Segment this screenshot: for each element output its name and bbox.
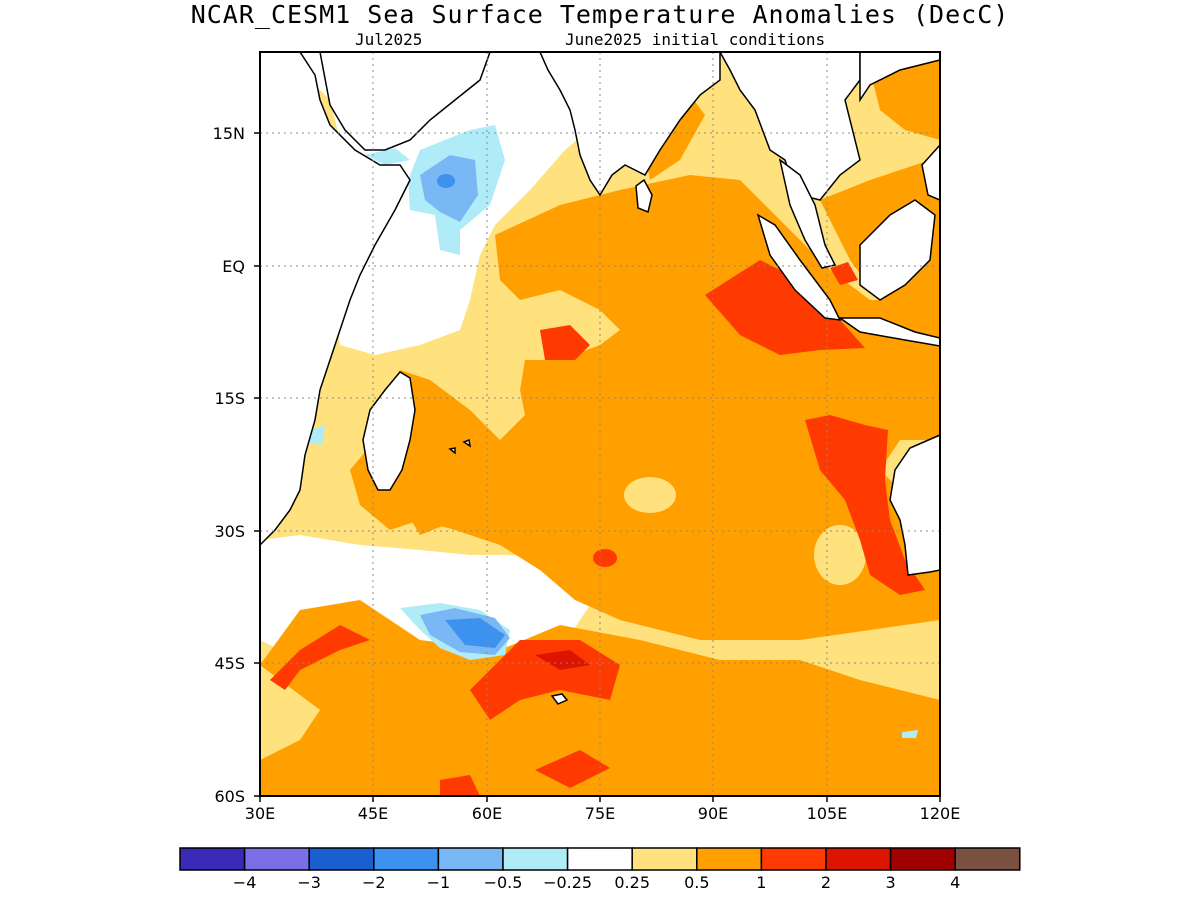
initial-conditions: June2025 initial conditions [565, 30, 826, 49]
colorbar-label: 3 [886, 873, 896, 892]
colorbar-label: 2 [821, 873, 831, 892]
land-sumatra [756, 213, 842, 321]
lon-label: 60E [472, 804, 502, 823]
anomaly-red-orange-scs [830, 262, 858, 285]
lat-label: 30S [214, 522, 245, 541]
colorbar-label: 0.25 [614, 873, 650, 892]
anomaly-red-orange-west-australia [805, 415, 925, 595]
colorbar-swatch [308, 847, 375, 871]
land-india [539, 52, 721, 197]
anomaly-red-orange-patch [593, 549, 617, 567]
colorbar-swatch [760, 847, 827, 871]
colorbar-swatch [889, 847, 956, 871]
anomaly-blue-arabian-core [437, 174, 455, 188]
longitude-labels: 30E 45E 60E 75E 90E 105E 120E [245, 804, 961, 823]
map-title: NCAR_CESM1 Sea Surface Temperature Anoma… [190, 0, 1010, 29]
anomaly-red-orange-central [540, 325, 590, 360]
anomaly-red-orange-southwest [270, 625, 370, 690]
anomaly-light-blue-patch [365, 148, 410, 165]
colorbar-swatch [696, 847, 763, 871]
colorbar-swatch [825, 847, 892, 871]
land-malay-peninsula [778, 158, 837, 269]
land-sri-lanka [635, 178, 653, 214]
land-arabia [319, 52, 491, 151]
colorbar-label: −3 [297, 873, 321, 892]
lon-label: 75E [585, 804, 615, 823]
colorbar-swatch [373, 847, 440, 871]
colorbar-swatch [631, 847, 698, 871]
land-africa [260, 52, 411, 547]
gridlines [260, 52, 940, 796]
land-australia [889, 434, 940, 576]
land-philippines [921, 143, 940, 201]
colorbar-swatch [243, 847, 310, 871]
land-reunion [448, 447, 456, 455]
colorbar-swatch [954, 847, 1021, 871]
lon-label: 45E [358, 804, 388, 823]
anomaly-light-blue-patch [902, 730, 918, 738]
latitude-labels: 15N EQ 15S 30S 45S 60S [213, 124, 245, 806]
anomaly-red-orange-patch [440, 775, 480, 796]
land-borneo [859, 199, 936, 301]
land-taiwan-coast [859, 52, 940, 103]
colorbar-label: −0.25 [543, 873, 592, 892]
colorbar-label: 1 [756, 873, 766, 892]
lat-label: 15N [213, 124, 245, 143]
lon-label: 90E [698, 804, 728, 823]
lon-label: 105E [807, 804, 848, 823]
lon-label: 30E [245, 804, 275, 823]
lat-label: 60S [214, 787, 245, 806]
colorbar-label: 4 [950, 873, 960, 892]
anomaly-red-core [535, 650, 590, 670]
colorbar-label: −2 [362, 873, 386, 892]
anomaly-mid-blue-arabian [420, 155, 478, 222]
anomaly-blue-south-core [445, 618, 505, 648]
colorbar-label: −1 [427, 873, 451, 892]
land-mauritius [462, 438, 472, 448]
colorbar-swatch [566, 847, 633, 871]
lat-label: 15S [214, 389, 245, 408]
colorbar-label: −0.5 [484, 873, 523, 892]
lat-label: 45S [214, 654, 245, 673]
colorbar-label: 0.5 [684, 873, 709, 892]
anomaly-red-orange-far-south [535, 750, 610, 788]
colorbar: −4 −3 −2 −1 −0.5 −0.25 0.25 0.5 1 2 3 4 [179, 847, 1021, 892]
colorbar-swatch [179, 847, 246, 871]
anomaly-red-orange-sumatra [705, 260, 865, 355]
anomaly-orange-india-bay [640, 95, 705, 180]
colorbar-swatch [502, 847, 569, 871]
colorbar-swatch [437, 847, 504, 871]
colorbar-label: −4 [233, 873, 257, 892]
anomaly-fields [260, 52, 940, 796]
anomaly-light-blue-patch [310, 425, 325, 445]
anomaly-orange-patch [405, 500, 445, 535]
land-java [837, 317, 940, 347]
anomaly-yellow-patch [624, 477, 676, 513]
lat-label: EQ [222, 257, 245, 276]
lon-label: 120E [920, 804, 961, 823]
land-kerguelen [550, 693, 569, 705]
tick-marks [254, 132, 941, 802]
forecast-month: Jul2025 [355, 30, 423, 49]
